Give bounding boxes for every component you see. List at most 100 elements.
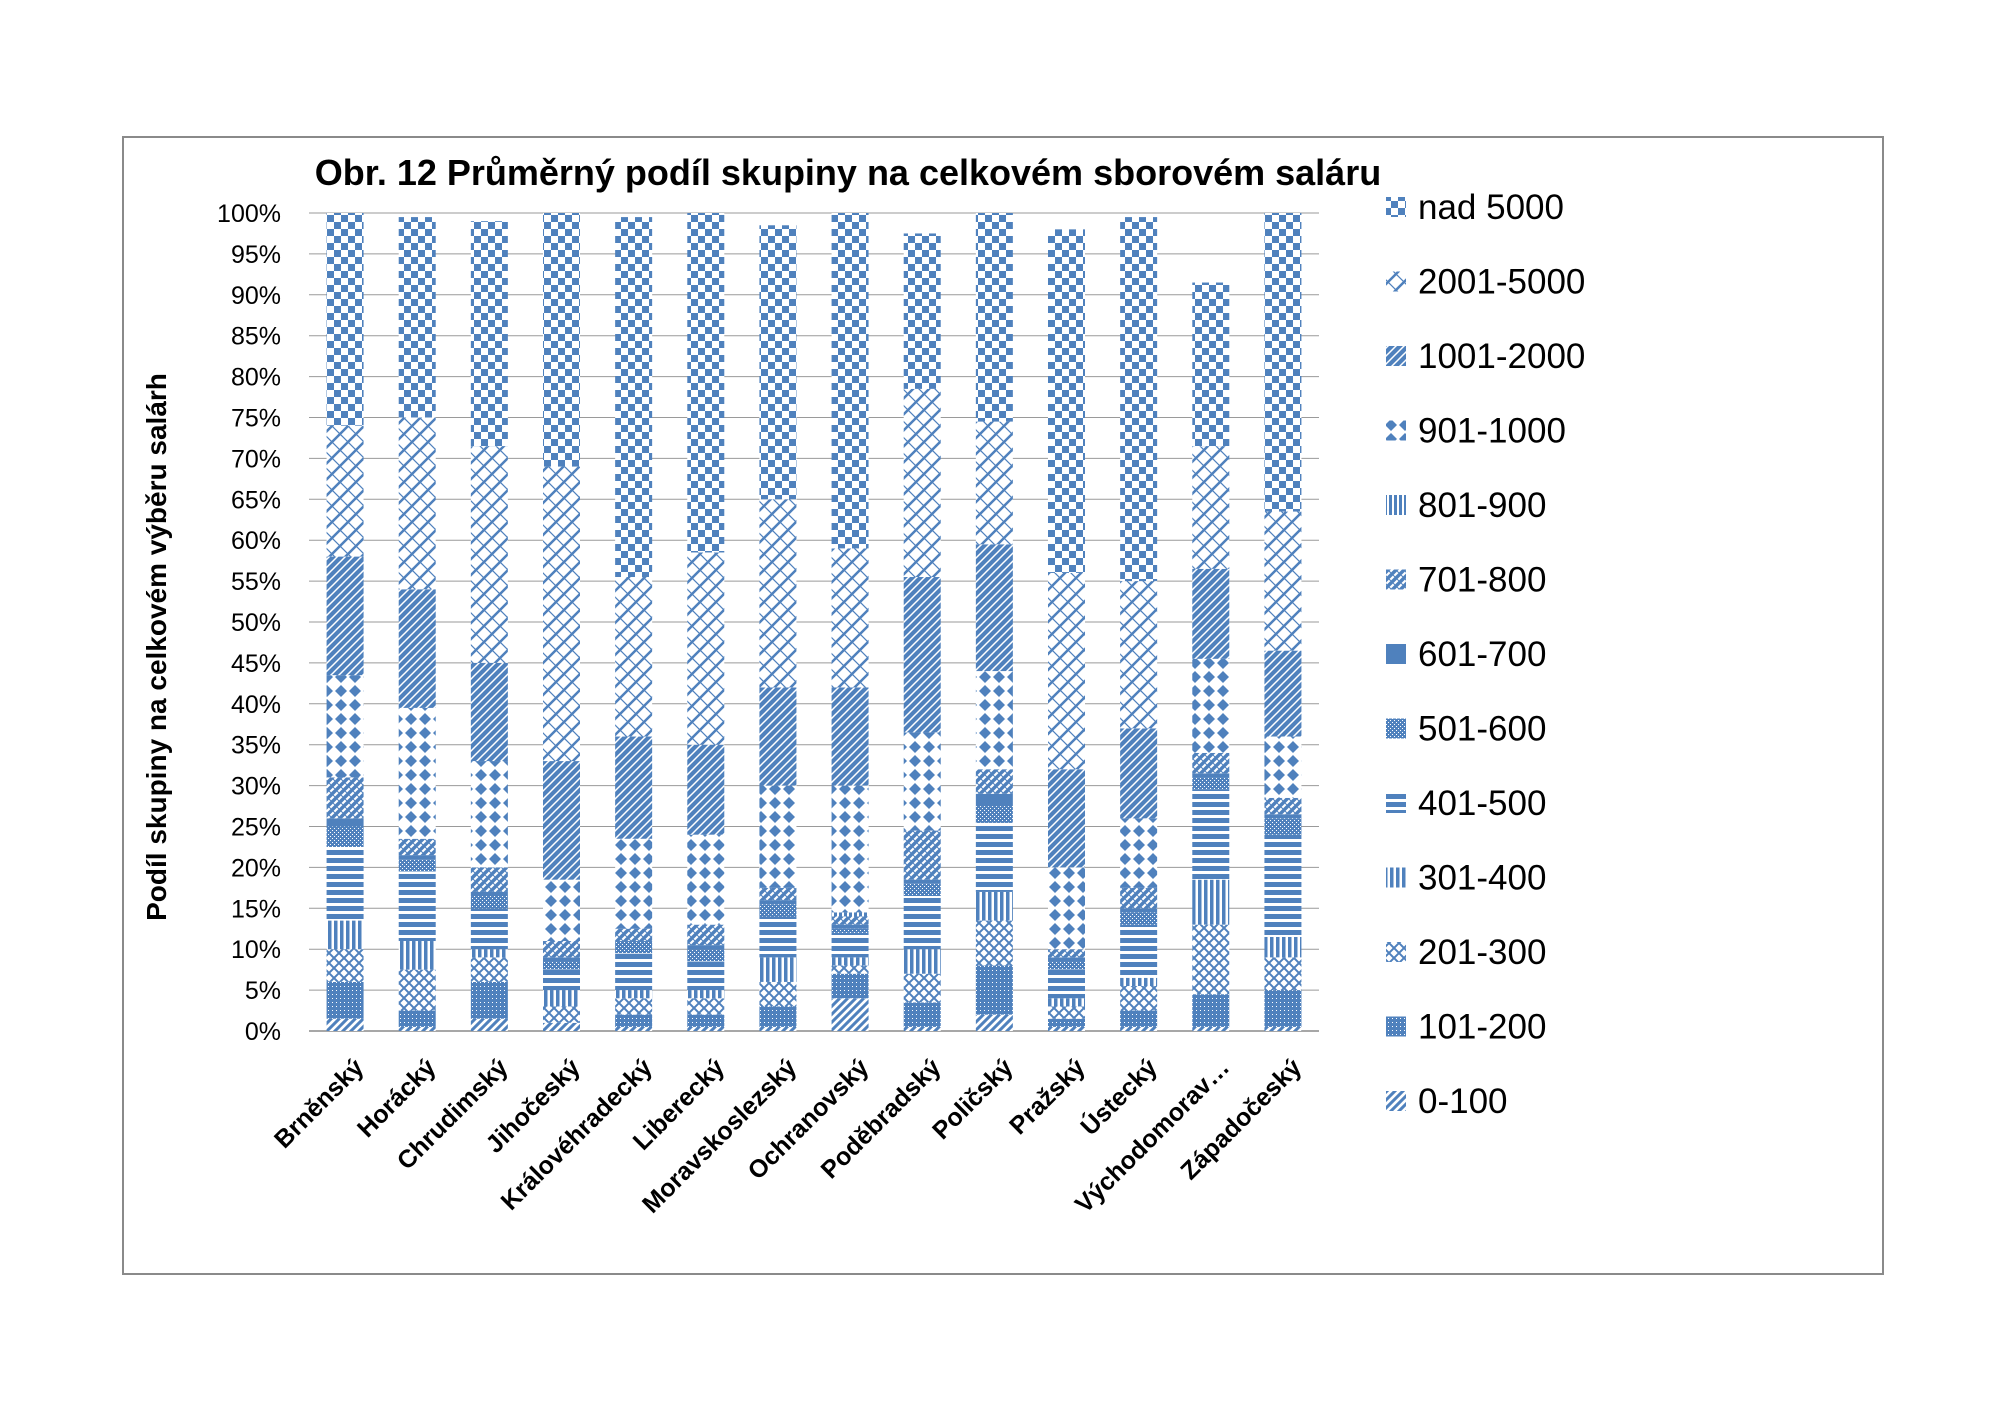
bar-segment: [975, 421, 1013, 545]
legend-label: 701-800: [1418, 561, 1546, 600]
bar-segment: [1264, 818, 1302, 835]
y-tick-label: 5%: [245, 977, 281, 1005]
bar-segment: [1120, 912, 1158, 925]
bar-segment: [903, 879, 941, 884]
bar-segment: [470, 957, 508, 982]
bar-segment: [326, 675, 364, 778]
bar-segment: [1120, 217, 1158, 582]
bar-segment: [1048, 1026, 1085, 1031]
bar-segment: [903, 233, 941, 389]
bar-segment: [975, 769, 1013, 794]
bar-segment: [1264, 736, 1302, 798]
bar-segment: [687, 1014, 725, 1027]
legend-label: 101-200: [1418, 1008, 1546, 1047]
bar-segment: [1192, 879, 1230, 925]
bar-segment: [759, 916, 797, 958]
bar-segment: [1048, 769, 1085, 868]
y-tick-label: 95%: [231, 241, 281, 269]
bar-segment: [470, 867, 508, 892]
bar-segment: [903, 896, 941, 950]
bar-segment: [326, 1018, 364, 1031]
y-axis-title: Podíl skupiny na celkovém výběru salárh: [141, 373, 172, 921]
bar-segment: [615, 838, 653, 929]
bar-segment: [543, 941, 580, 958]
bar-segment: [1192, 446, 1230, 569]
legend-swatch: [1386, 793, 1406, 813]
bar-segment: [903, 883, 941, 897]
bar-segment: [759, 904, 797, 917]
legend-label: 801-900: [1418, 486, 1546, 525]
bar-segment: [687, 213, 725, 553]
bar-segment: [831, 916, 869, 925]
bar-segment: [543, 969, 580, 991]
bar-segment: [1264, 213, 1302, 512]
legend-label: 201-300: [1418, 933, 1546, 972]
bar-segment: [326, 425, 364, 557]
bar-segment: [326, 949, 364, 982]
bar-segment: [1192, 658, 1230, 753]
bar-segment: [903, 732, 941, 831]
bar-segment: [1120, 986, 1158, 1011]
bar-segment: [975, 920, 1013, 966]
legend-swatch: [1386, 495, 1406, 515]
bar-segment: [831, 932, 869, 958]
y-tick-label: 85%: [231, 323, 281, 351]
bar-segment: [687, 552, 725, 745]
bar-segment: [759, 1026, 797, 1031]
bar-segment: [975, 793, 1013, 807]
bar-segment: [831, 928, 869, 933]
legend-swatch: [1386, 420, 1406, 441]
bar-segment: [326, 826, 364, 847]
bar-segment: [1120, 887, 1158, 909]
legend-swatch: [1386, 271, 1406, 292]
bar-segment: [326, 846, 364, 921]
y-tick-label: 15%: [231, 895, 281, 923]
bar-segment: [831, 785, 869, 913]
legend-label: nad 5000: [1418, 188, 1564, 227]
y-tick-label: 10%: [231, 936, 281, 964]
y-tick-label: 0%: [245, 1018, 281, 1046]
bar-segment: [470, 221, 508, 447]
bar-segment: [615, 1014, 653, 1027]
legend-swatch: [1386, 1016, 1406, 1037]
bar-segment: [903, 1002, 941, 1027]
bar-segment: [615, 928, 653, 942]
bar-segment: [1048, 1006, 1085, 1019]
legend-label: 501-600: [1418, 710, 1546, 749]
bar-segment: [1048, 229, 1085, 573]
bar-segment: [831, 965, 869, 974]
bar-segment: [1264, 1026, 1302, 1031]
legend-label: 2001-5000: [1418, 263, 1585, 302]
bar-segment: [759, 785, 797, 888]
bar-segment: [1048, 957, 1085, 962]
bar-segment: [975, 213, 1013, 422]
bar-segment: [903, 388, 941, 578]
bar-segment: [326, 981, 364, 1019]
y-tick-label: 25%: [231, 814, 281, 842]
y-tick-label: 35%: [231, 732, 281, 760]
bar-segment: [470, 891, 508, 897]
legend-swatch: [1386, 942, 1406, 962]
legend: nad 5000 2001-5000 1001-2000 901-1000 801-90…: [1386, 188, 1585, 1121]
bar-segment: [398, 1010, 436, 1027]
y-tick-label: 30%: [231, 773, 281, 801]
bar-segment: [1264, 814, 1302, 819]
bar-segment: [831, 912, 869, 917]
bar-segment: [326, 556, 364, 676]
bar-segment: [543, 990, 580, 1007]
bar-segment: [759, 887, 797, 901]
y-tick-label: 80%: [231, 364, 281, 392]
y-tick-label: 90%: [231, 282, 281, 310]
bars: [326, 213, 1302, 1031]
legend-swatch: [1386, 718, 1406, 739]
bar-segment: [1048, 961, 1085, 970]
bar-segment: [831, 998, 869, 1031]
legend-swatch: [1386, 644, 1406, 664]
legend-swatch: [1386, 1091, 1406, 1111]
bar-segment: [903, 1026, 941, 1031]
bar-segment: [398, 859, 436, 872]
bar-segment: [975, 822, 1013, 892]
bar-segment: [1192, 282, 1230, 447]
bar-segment: [975, 544, 1013, 672]
bar-segment: [326, 213, 364, 426]
